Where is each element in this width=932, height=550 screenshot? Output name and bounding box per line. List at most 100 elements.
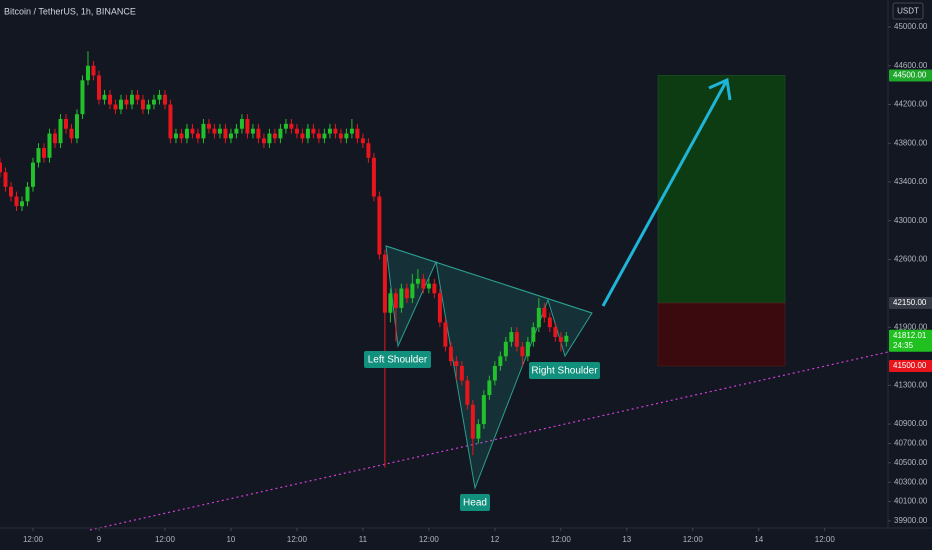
x-tick-label: 12 bbox=[490, 535, 499, 544]
candle-body bbox=[234, 128, 239, 134]
candle-body bbox=[25, 186, 30, 202]
chart-title: Bitcoin / TetherUS, 1h, BINANCE bbox=[4, 6, 136, 16]
candle-body bbox=[190, 128, 195, 134]
candle-body bbox=[179, 133, 184, 139]
candle-body bbox=[278, 128, 283, 139]
x-tick-label: 12:00 bbox=[815, 535, 836, 544]
x-tick-label: 12:00 bbox=[23, 535, 44, 544]
price-label-box bbox=[889, 297, 932, 310]
x-tick-label: 12:00 bbox=[551, 535, 572, 544]
candle-body bbox=[80, 80, 85, 115]
candle-body bbox=[96, 75, 101, 100]
annotation: Left Shoulder bbox=[368, 355, 428, 366]
candle-body bbox=[3, 172, 8, 187]
annotation-box bbox=[460, 494, 490, 511]
candle-body bbox=[184, 128, 189, 139]
y-tick-label: 41900.00 bbox=[894, 322, 928, 331]
currency-box bbox=[892, 2, 924, 20]
x-tick-label: 11 bbox=[359, 535, 368, 544]
candle-body bbox=[355, 128, 360, 139]
candle-body bbox=[102, 94, 107, 100]
candle-body bbox=[140, 99, 145, 110]
candle-body bbox=[448, 346, 453, 362]
candle-body bbox=[85, 65, 90, 81]
y-tick-label: 40300.00 bbox=[894, 477, 928, 486]
candle-body bbox=[465, 380, 470, 405]
trend-line bbox=[89, 351, 889, 531]
x-tick-label: 12:00 bbox=[287, 535, 308, 544]
candle-body bbox=[151, 99, 156, 105]
candle-body bbox=[69, 128, 74, 139]
candle-body bbox=[212, 128, 217, 134]
candle-body bbox=[498, 356, 503, 366]
candle-body bbox=[553, 327, 558, 337]
candle-body bbox=[228, 133, 233, 139]
price-label: 41500.00 bbox=[893, 361, 927, 370]
candle-body bbox=[47, 133, 52, 158]
candle-body bbox=[399, 288, 404, 308]
candle-body bbox=[118, 99, 123, 110]
x-tick-label: 9 bbox=[97, 535, 102, 544]
candle-body bbox=[146, 104, 151, 110]
candle-body bbox=[201, 123, 206, 139]
candle-body bbox=[250, 128, 255, 134]
x-tick-label: 10 bbox=[226, 535, 235, 544]
price-label-box bbox=[889, 359, 932, 372]
candle-body bbox=[388, 293, 393, 313]
candle-body bbox=[19, 201, 24, 207]
y-tick-label: 40500.00 bbox=[894, 458, 928, 467]
candle-body bbox=[459, 365, 464, 381]
candle-body bbox=[476, 424, 481, 439]
profit-zone bbox=[657, 75, 786, 304]
candle-body bbox=[305, 128, 310, 139]
loss-zone bbox=[657, 302, 786, 367]
candle-body bbox=[36, 148, 41, 163]
y-tick-label: 43800.00 bbox=[894, 138, 928, 147]
candle-body bbox=[173, 133, 178, 139]
candle-body bbox=[366, 143, 371, 158]
candle-body bbox=[124, 99, 129, 105]
candle-body bbox=[256, 128, 261, 139]
candle-body bbox=[558, 336, 563, 342]
candle-body bbox=[531, 327, 536, 342]
candle-body bbox=[514, 332, 519, 347]
candle-body bbox=[289, 123, 294, 129]
candle-body bbox=[437, 293, 442, 323]
candle-body bbox=[360, 138, 365, 144]
candle-body bbox=[410, 283, 415, 299]
candle-body bbox=[344, 133, 349, 139]
candle-body bbox=[245, 119, 250, 134]
candle-body bbox=[272, 133, 277, 139]
x-tick-label: 12:00 bbox=[419, 535, 440, 544]
candle-body bbox=[283, 123, 288, 129]
candle-body bbox=[129, 94, 134, 105]
candle-body bbox=[393, 293, 398, 308]
candle-body bbox=[481, 395, 486, 425]
x-tick-label: 14 bbox=[754, 535, 763, 544]
candle-body bbox=[113, 104, 118, 110]
candle-body bbox=[8, 186, 13, 197]
candle-body bbox=[162, 94, 167, 105]
candle-body bbox=[542, 307, 547, 318]
annotation: Head bbox=[463, 498, 487, 509]
y-tick-label: 42600.00 bbox=[894, 255, 928, 264]
candle-body bbox=[267, 133, 272, 144]
candle-body bbox=[415, 278, 420, 284]
candle-body bbox=[327, 128, 332, 134]
candle-body bbox=[74, 114, 79, 139]
candle-body bbox=[311, 128, 316, 134]
annotation-box bbox=[364, 351, 431, 368]
candle-body bbox=[536, 307, 541, 328]
y-tick-label: 43400.00 bbox=[894, 177, 928, 186]
candle-body bbox=[338, 133, 343, 139]
price-label-box bbox=[889, 69, 932, 82]
candle-body bbox=[432, 283, 437, 294]
candle-body bbox=[377, 196, 382, 255]
candle-body bbox=[454, 361, 459, 366]
price-label: 44500.00 bbox=[893, 71, 927, 80]
arrow bbox=[601, 79, 729, 307]
candle-body bbox=[135, 94, 140, 100]
head-shoulders-pattern bbox=[385, 245, 593, 490]
y-tick-label: 45000.00 bbox=[894, 22, 928, 31]
